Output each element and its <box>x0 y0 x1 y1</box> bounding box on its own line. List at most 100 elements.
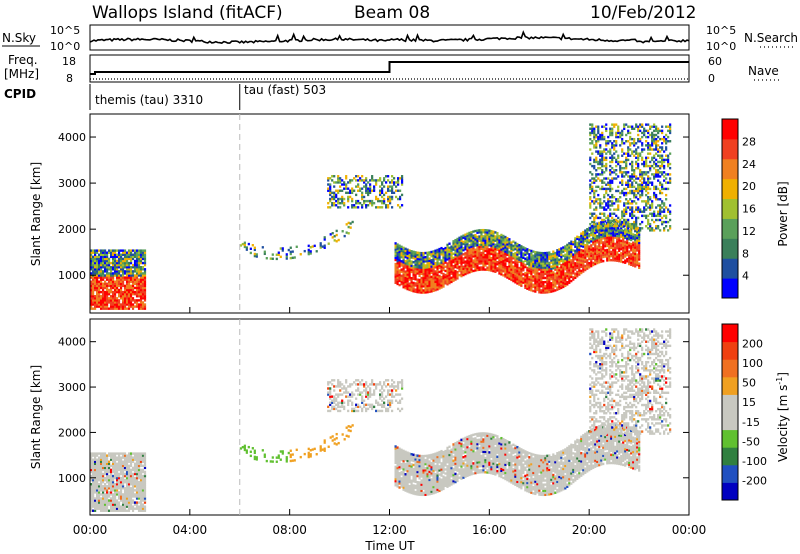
velocity-cell <box>436 482 439 485</box>
power-cell <box>381 191 384 195</box>
power-cell <box>596 251 599 254</box>
power-cell <box>655 133 658 137</box>
power-cell <box>542 287 545 290</box>
power-cell <box>498 239 501 242</box>
power-cell <box>375 183 378 186</box>
power-cell <box>631 162 634 166</box>
power-cell <box>612 232 615 235</box>
power-cell <box>605 158 608 162</box>
power-cell <box>620 252 623 255</box>
power-cell <box>661 173 664 176</box>
power-cell <box>613 220 616 224</box>
velocity-cell <box>444 449 447 453</box>
power-cell <box>474 242 477 245</box>
power-cell <box>478 249 481 253</box>
power-cell <box>99 307 103 310</box>
power-cell <box>655 193 658 197</box>
power-cell <box>121 263 125 267</box>
power-cell <box>593 127 596 130</box>
power-cell <box>520 267 523 271</box>
power-cell <box>105 263 109 267</box>
power-cell <box>599 204 602 207</box>
power-cell <box>631 137 634 141</box>
power-cell <box>103 276 107 279</box>
power-cell <box>524 276 527 279</box>
velocity-cell <box>460 461 463 464</box>
power-cell <box>470 268 473 271</box>
power-cell <box>470 247 473 250</box>
velocity-cell <box>456 442 459 446</box>
power-cell <box>478 254 481 257</box>
power-cell <box>121 261 125 265</box>
power-cell <box>629 162 632 166</box>
power-cell <box>629 222 632 226</box>
power-cell <box>494 235 497 238</box>
power-cell <box>470 235 473 238</box>
power-cell <box>107 299 111 302</box>
velocity-cell <box>410 481 413 484</box>
power-cell <box>91 307 95 310</box>
power-cell <box>622 250 625 253</box>
power-cell <box>659 206 662 209</box>
power-cell <box>536 274 539 277</box>
power-cell <box>667 220 670 224</box>
power-cell <box>619 220 622 224</box>
power-cell <box>669 125 672 128</box>
power-cell <box>637 164 640 168</box>
power-cell <box>636 234 639 238</box>
power-cell <box>593 191 596 195</box>
velocity-cell <box>460 463 463 466</box>
power-cell <box>139 278 143 281</box>
power-cell <box>127 295 131 298</box>
power-cell <box>520 249 523 252</box>
power-cell <box>91 270 95 273</box>
power-cell <box>636 232 639 236</box>
power-cell <box>434 251 437 255</box>
power-cell <box>97 259 101 263</box>
power-cell <box>627 146 630 149</box>
power-cell <box>589 202 592 205</box>
velocity-cell <box>422 491 425 495</box>
power-cell <box>570 259 573 262</box>
power-cell <box>528 282 531 285</box>
power-cell <box>389 199 392 203</box>
power-cell <box>375 181 378 184</box>
power-cell <box>135 305 139 308</box>
power-cell <box>387 199 390 203</box>
power-cell <box>476 252 479 255</box>
power-cell <box>617 127 620 130</box>
power-cell <box>115 253 119 256</box>
power-cell <box>396 280 399 284</box>
power-cell <box>486 245 489 249</box>
power-cell <box>657 129 660 133</box>
velocity-cell <box>402 468 405 471</box>
power-cell <box>631 191 634 195</box>
velocity-cell <box>458 460 461 463</box>
power-cell <box>617 131 620 135</box>
power-cell <box>101 251 105 254</box>
velocity-cell <box>408 474 411 478</box>
power-cell <box>669 152 672 155</box>
power-cell <box>377 197 380 201</box>
power-cell <box>90 297 93 300</box>
power-cell <box>589 195 592 199</box>
power-cell <box>635 218 638 222</box>
power-cell <box>625 133 628 137</box>
velocity-cell <box>420 475 423 478</box>
power-cell <box>600 235 603 238</box>
power-cell <box>524 247 527 250</box>
power-cell <box>414 284 417 287</box>
power-cell <box>119 292 123 296</box>
velocity-cell <box>442 457 445 460</box>
power-cell <box>638 235 641 238</box>
power-cell <box>599 146 602 149</box>
power-cell <box>331 197 334 201</box>
power-cell <box>548 263 551 267</box>
power-cell <box>444 282 447 285</box>
power-cell <box>538 253 541 257</box>
power-cell <box>618 237 621 240</box>
power-cell <box>127 297 131 300</box>
power-cell <box>129 249 133 252</box>
power-cell <box>488 252 491 255</box>
power-cell <box>337 199 340 203</box>
